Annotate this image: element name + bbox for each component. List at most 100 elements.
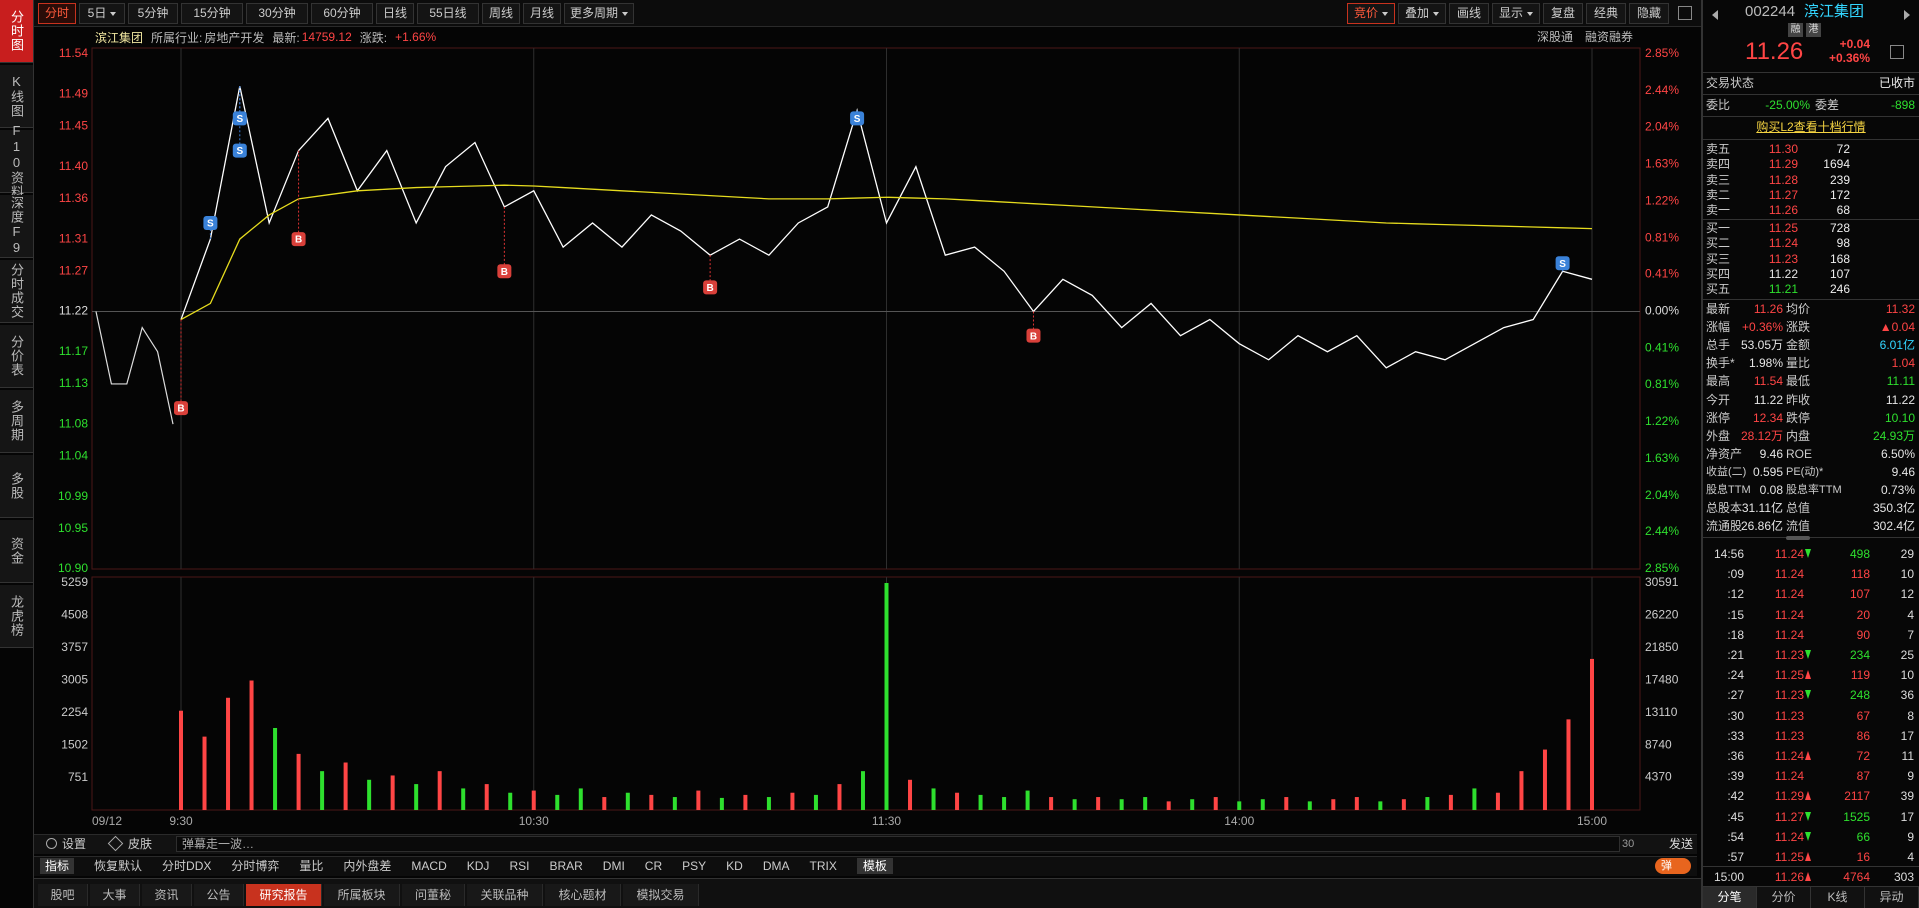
bottom-tab[interactable]: 资讯 — [142, 884, 192, 906]
indicator-button[interactable]: PSY — [682, 859, 707, 873]
right-tab[interactable]: K线 — [1811, 887, 1865, 908]
bottom-tab[interactable]: 公告 — [194, 884, 244, 906]
volume-bar — [1307, 801, 1312, 810]
right-tab[interactable]: 分笔 — [1703, 887, 1757, 908]
side-tab[interactable]: 分时图 — [0, 0, 33, 63]
side-tab[interactable]: 多周期 — [0, 390, 33, 453]
l2-link[interactable]: 购买L2查看十档行情 — [1756, 120, 1866, 134]
fullscreen-icon[interactable] — [1678, 6, 1692, 20]
right-tab[interactable]: 分价 — [1757, 887, 1811, 908]
period-button[interactable]: 5日 — [79, 3, 125, 24]
period-button[interactable]: 30分钟 — [246, 3, 308, 24]
book-volume: 246 — [1829, 282, 1850, 297]
volume-bar — [367, 779, 372, 810]
period-button[interactable]: 日线 — [376, 3, 414, 24]
bottom-tab[interactable]: 核心题材 — [545, 884, 621, 906]
period-button[interactable]: 周线 — [482, 3, 520, 24]
indicator-button[interactable]: KD — [726, 859, 743, 873]
send-button[interactable]: 发送 — [1668, 837, 1693, 851]
indicator-button[interactable]: BRAR — [549, 859, 583, 873]
skin-button[interactable]: 皮肤 — [128, 837, 153, 851]
volume-bar — [320, 771, 325, 810]
stat-label: 收益(二) — [1706, 465, 1747, 478]
settings-icon[interactable] — [46, 838, 57, 849]
period-button[interactable]: 15分钟 — [181, 3, 243, 24]
tool-button[interactable]: 竞价 — [1347, 3, 1395, 24]
side-tab[interactable]: F10资料 — [0, 123, 33, 199]
indicator-button[interactable]: MACD — [411, 859, 447, 873]
separator — [1703, 866, 1919, 868]
bottom-tab[interactable]: 大事 — [90, 884, 140, 906]
tool-button[interactable]: 经典 — [1586, 3, 1626, 24]
side-tab[interactable]: 深度F9 — [0, 195, 33, 258]
book-volume: 98 — [1836, 236, 1850, 251]
volume-bar — [461, 788, 466, 810]
template-button[interactable]: 模板 — [856, 858, 893, 874]
period-button[interactable]: 分时 — [38, 3, 76, 24]
indicator-button[interactable]: CR — [644, 859, 663, 873]
back-arrow[interactable] — [1712, 10, 1718, 20]
info-link[interactable]: 深股通 — [1537, 30, 1574, 44]
indicator-label[interactable]: 指标 — [40, 858, 75, 874]
bottom-tab[interactable]: 所属板块 — [324, 884, 400, 906]
book-label: 卖五 — [1706, 142, 1731, 156]
book-label: 卖三 — [1706, 172, 1731, 187]
tool-button[interactable]: 复盘 — [1543, 3, 1583, 24]
tool-button[interactable]: 画线 — [1449, 3, 1489, 24]
scroll-handle — [1786, 536, 1810, 540]
stat-label: 最新 — [1706, 302, 1731, 316]
forward-arrow[interactable] — [1904, 10, 1910, 20]
stat-label: 总值 — [1786, 501, 1811, 516]
tool-button[interactable]: 显示 — [1492, 3, 1540, 24]
danmu-toggle[interactable]: 弹 — [1655, 858, 1691, 874]
indicator-button[interactable]: DMA — [762, 859, 790, 873]
indicator-button[interactable]: 分时DDX — [162, 859, 212, 873]
stock-name[interactable]: 滨江集团 — [1804, 3, 1865, 20]
trade-marker-label: S — [207, 219, 214, 230]
period-button[interactable]: 5分钟 — [128, 3, 178, 24]
indicator-button[interactable]: 恢复默认 — [94, 859, 143, 873]
bottom-tab[interactable]: 股吧 — [38, 884, 88, 906]
indicator-button[interactable]: 分时博弈 — [231, 859, 280, 873]
danmu-count: 30 — [1622, 838, 1635, 850]
settings-button[interactable]: 设置 — [62, 837, 87, 851]
side-tab[interactable]: K线图 — [0, 65, 33, 128]
period-button[interactable]: 55日线 — [417, 3, 479, 24]
danmu-input[interactable]: 弹幕走一波… — [176, 836, 1620, 852]
side-tab[interactable]: 龙虎榜 — [0, 585, 33, 648]
volume-bar — [555, 794, 560, 810]
indicator-button[interactable]: DMI — [602, 859, 625, 873]
side-tab[interactable]: 资金 — [0, 520, 33, 583]
volume-bar — [1590, 658, 1594, 810]
bottom-tab[interactable]: 研究报告 — [246, 884, 322, 906]
book-price: 11.30 — [1768, 142, 1798, 156]
side-tab[interactable]: 分时成交 — [0, 260, 33, 323]
bottom-tab[interactable]: 模拟交易 — [623, 884, 699, 906]
trade-count: 11 — [1901, 749, 1914, 763]
info-link[interactable]: 融资融券 — [1585, 30, 1634, 44]
indicator-button[interactable]: KDJ — [466, 859, 490, 873]
period-button[interactable]: 60分钟 — [311, 3, 373, 24]
volume-bar — [226, 697, 231, 810]
side-tab[interactable]: 多股 — [0, 455, 33, 518]
volume-y-tick-label: 1502 — [61, 737, 88, 751]
tool-button[interactable]: 隐藏 — [1629, 3, 1669, 24]
bottom-tab[interactable]: 问董秘 — [402, 884, 465, 906]
trade-price: 11.29 — [1774, 789, 1804, 804]
bottom-tab[interactable]: 关联品种 — [467, 884, 543, 906]
trade-marker — [174, 401, 188, 416]
indicator-button[interactable]: 量比 — [299, 859, 324, 873]
right-tab[interactable]: 异动 — [1865, 887, 1919, 908]
volume-bar — [1237, 801, 1242, 810]
period-button[interactable]: 更多周期 — [564, 3, 634, 24]
status-label: 交易状态 — [1706, 76, 1755, 90]
tool-button[interactable]: 叠加 — [1398, 3, 1446, 24]
indicator-button[interactable]: 内外盘差 — [343, 859, 392, 873]
separator — [1703, 886, 1919, 887]
indicator-button[interactable]: RSI — [509, 859, 530, 873]
trade-time: :57 — [1727, 850, 1744, 864]
indicator-button[interactable]: TRIX — [809, 859, 837, 873]
side-tab[interactable]: 分价表 — [0, 325, 33, 388]
period-button[interactable]: 月线 — [523, 3, 561, 24]
collapse-icon[interactable] — [1890, 45, 1904, 59]
